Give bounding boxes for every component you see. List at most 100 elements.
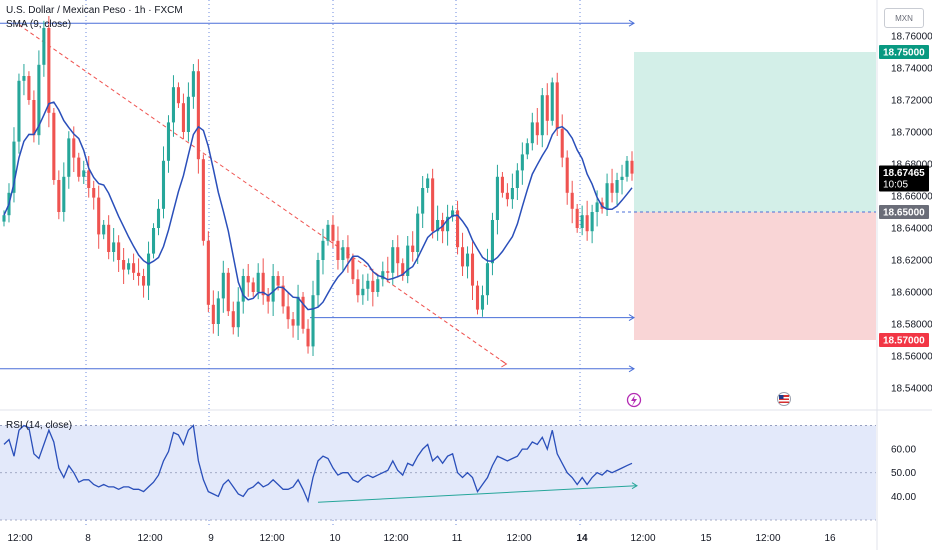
candle-body xyxy=(127,263,131,270)
candle-body xyxy=(17,80,21,142)
candle-body xyxy=(231,311,235,328)
candlesticks xyxy=(2,16,634,356)
candle-body xyxy=(97,197,101,235)
candle-body xyxy=(62,176,66,212)
price-tick-label: 18.76000 xyxy=(891,32,932,43)
candle-body xyxy=(520,154,524,171)
candle-body xyxy=(181,103,185,132)
candle-body xyxy=(386,271,390,273)
candle-body xyxy=(296,296,300,326)
candle-body xyxy=(570,192,574,209)
candle-body xyxy=(107,224,111,252)
candle-body xyxy=(535,122,539,136)
time-axis[interactable]: 12:00 8 12:00 9 12:00 10 12:00 11 12:00 14 12:00 15… xyxy=(7,533,836,544)
candle-body xyxy=(216,298,220,324)
candle-body xyxy=(555,82,559,129)
take-profit-tag-text: 18.75000 xyxy=(883,48,925,59)
candle-body xyxy=(605,183,609,209)
price-tick-label: 18.70000 xyxy=(891,128,932,139)
candle-body xyxy=(515,170,519,188)
candle-body xyxy=(356,279,360,296)
time-tick-label: 12:00 xyxy=(755,533,780,544)
candle-body xyxy=(92,188,96,198)
candle-body xyxy=(171,87,176,123)
symbol-title[interactable]: U.S. Dollar / Mexican Peso · 1h · FXCM xyxy=(6,5,183,16)
entry-price-tag xyxy=(879,205,929,219)
time-tick-label: 12:00 xyxy=(630,533,655,544)
candle-body xyxy=(22,76,26,81)
candle-body xyxy=(2,215,6,222)
candle-body xyxy=(525,143,529,155)
candle-body xyxy=(42,28,46,65)
candle-body xyxy=(291,319,295,326)
candle-body xyxy=(426,178,430,188)
candle-body xyxy=(451,210,455,217)
candle-body xyxy=(67,138,71,177)
trendline xyxy=(18,24,507,365)
candle-body xyxy=(371,280,375,292)
horizontal-levels xyxy=(0,19,876,373)
candle-body xyxy=(261,272,265,296)
candle-body xyxy=(176,87,180,104)
candle-body xyxy=(401,263,405,276)
candle-body xyxy=(266,295,270,302)
candle-body xyxy=(201,159,205,241)
time-tick-label: 16 xyxy=(824,533,836,544)
stop-loss-tag xyxy=(879,333,929,347)
price-axis[interactable]: 18.76000 18.74000 18.72000 18.70000 18.68000… xyxy=(879,32,932,503)
us-flag-canton xyxy=(779,395,784,399)
currency-button[interactable]: MXN xyxy=(884,8,924,28)
candle-body xyxy=(196,71,200,160)
candle-body xyxy=(376,279,380,292)
event-markers[interactable] xyxy=(626,392,791,408)
candle-body xyxy=(620,176,624,180)
rsi-tick-label: 40.00 xyxy=(891,492,916,503)
candle-body xyxy=(550,82,554,121)
sma-series xyxy=(3,101,633,311)
time-tick-label: 12:00 xyxy=(259,533,284,544)
candle-body xyxy=(281,285,285,307)
candle-body xyxy=(585,215,589,232)
candle-body xyxy=(421,188,425,214)
candle-body xyxy=(161,160,166,209)
price-tick-label: 18.54000 xyxy=(891,384,932,395)
sma-legend[interactable]: SMA (9, close) xyxy=(6,19,72,30)
price-tick-label: 18.68000 xyxy=(891,160,932,171)
candle-body xyxy=(57,180,61,212)
candle-body xyxy=(87,170,91,188)
price-tick-label: 18.64000 xyxy=(891,224,932,235)
candle-body xyxy=(27,76,31,100)
candle-body xyxy=(545,95,549,121)
candle-body xyxy=(316,260,320,296)
candle-body xyxy=(77,157,81,177)
rsi-trend-arrowhead xyxy=(631,482,638,490)
candle-body xyxy=(241,276,245,302)
candle-body xyxy=(132,263,136,273)
candle-body xyxy=(37,64,41,136)
time-tick-label: 10 xyxy=(329,533,341,544)
rsi-legend[interactable]: RSI (14, close) xyxy=(6,420,73,431)
candle-body xyxy=(47,28,51,113)
candle-body xyxy=(326,224,330,241)
entry-price-tag-text: 18.65000 xyxy=(883,208,925,219)
us-flag-stripe xyxy=(779,401,789,403)
candle-body xyxy=(236,301,240,328)
rsi-trendline xyxy=(317,485,638,503)
us-flag-stripe xyxy=(779,398,789,400)
candle-body xyxy=(151,228,156,254)
candle-body xyxy=(137,272,141,276)
candle-body xyxy=(411,245,415,252)
candle-body xyxy=(351,258,355,280)
candle-body xyxy=(12,141,16,193)
price-tick-label: 18.58000 xyxy=(891,320,932,331)
candle-body xyxy=(146,253,151,286)
candle-body xyxy=(495,176,499,220)
price-tick-label: 18.56000 xyxy=(891,352,932,363)
resistance-line-arrowhead xyxy=(628,19,635,27)
candle-body xyxy=(460,247,465,267)
candle-body xyxy=(396,247,400,264)
candle-body xyxy=(72,138,76,158)
price-tick-label: 18.66000 xyxy=(891,192,932,203)
candle-body xyxy=(211,304,215,324)
